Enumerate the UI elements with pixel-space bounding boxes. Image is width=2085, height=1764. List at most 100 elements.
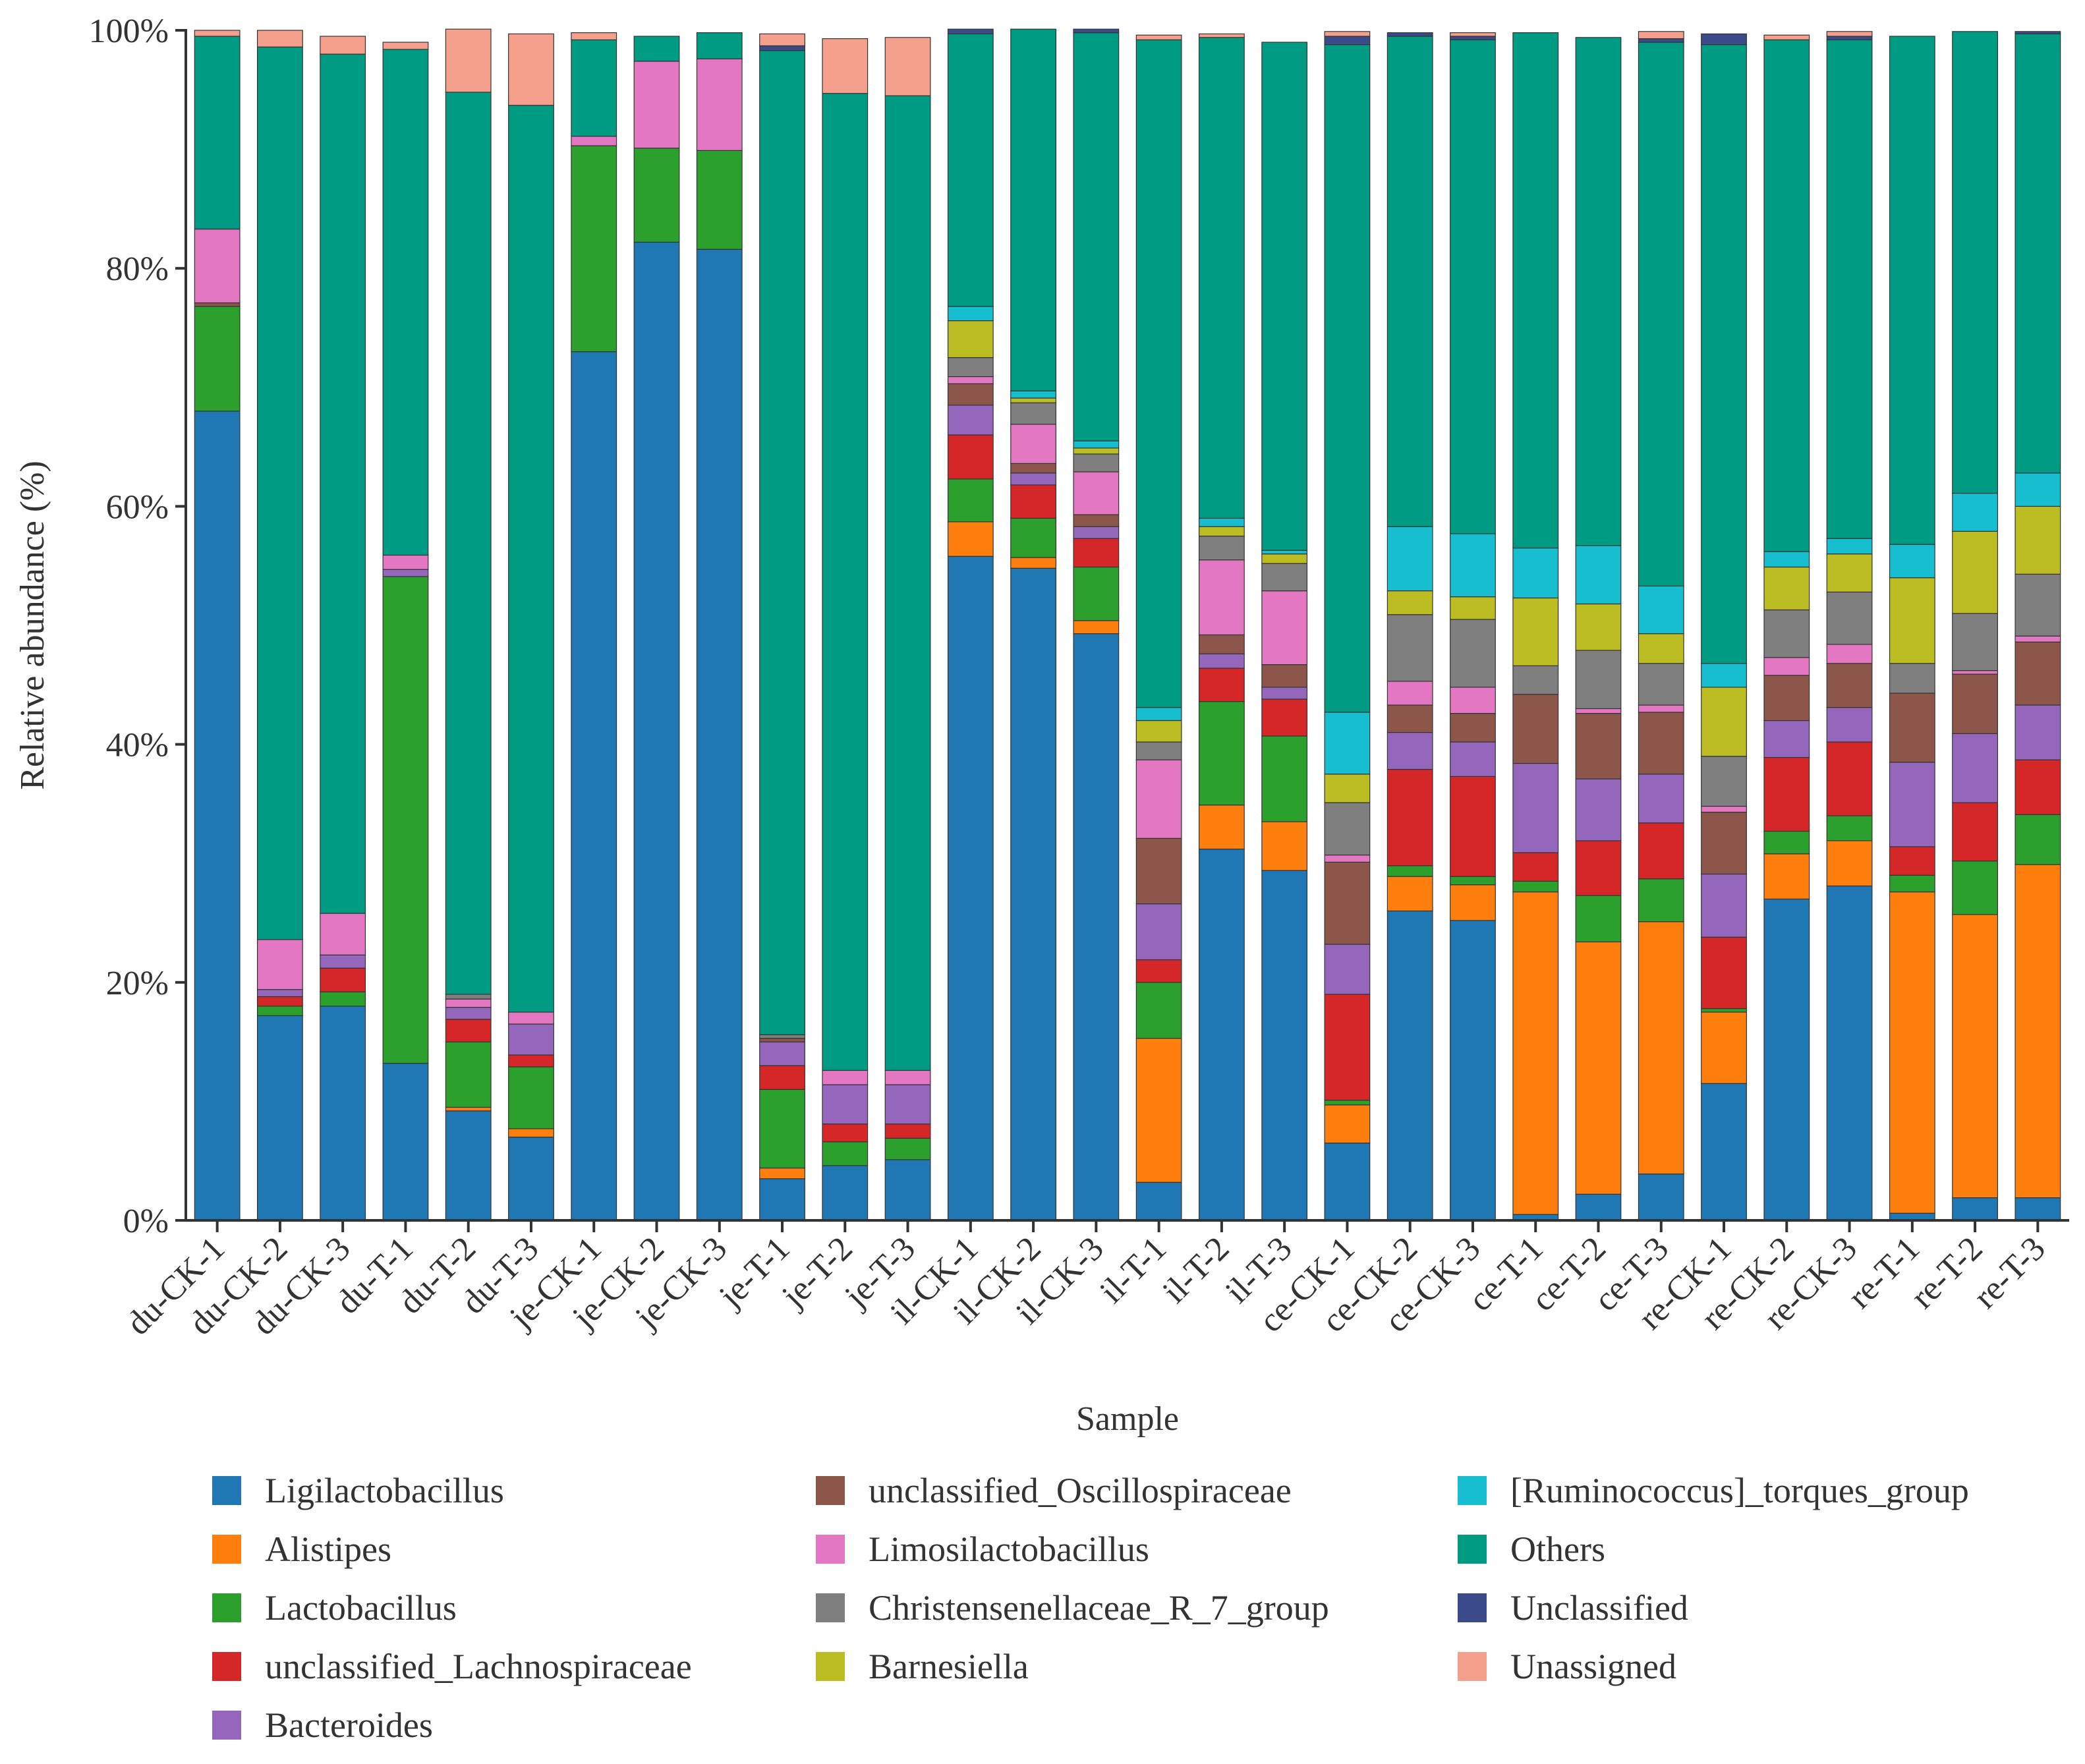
legend-item: unclassified_Lachnospiraceae (212, 1647, 692, 1686)
bar-stack-je-CK-3 (696, 32, 743, 1221)
bar-stack-je-T-2 (822, 38, 869, 1221)
bar-segment (1826, 31, 1873, 37)
bar-segment (759, 1178, 805, 1221)
legend-item: Unclassified (1458, 1588, 1688, 1628)
bar-segment (1575, 37, 1622, 546)
bar-stack-du-CK-1 (194, 30, 241, 1221)
bar-segment (1261, 735, 1308, 822)
bar-segment (1889, 762, 1935, 847)
bar-segment (1198, 700, 1245, 806)
legend-swatch (1458, 1593, 1487, 1622)
bar-segment (1952, 914, 1998, 1199)
y-tick-label: 0% (123, 1203, 169, 1240)
legend-item: unclassified_Oscillospiraceae (816, 1471, 1292, 1510)
bar-segment (884, 95, 931, 1071)
bar-stack-je-CK-2 (633, 36, 680, 1221)
bar-segment (1010, 472, 1056, 486)
bar-segment (1952, 733, 1998, 803)
bar-segment (1450, 741, 1496, 777)
bar-segment (1826, 39, 1873, 539)
bar-segment (1010, 424, 1056, 464)
bar-segment (571, 32, 617, 41)
bar-segment (1512, 665, 1559, 695)
bar-segment (1826, 741, 1873, 816)
bar-segment (1763, 720, 1810, 758)
bar-segment (1010, 28, 1056, 391)
legend-label: unclassified_Oscillospiraceae (869, 1471, 1292, 1510)
bar-segment (1198, 37, 1245, 519)
bar-segment (1073, 28, 1120, 34)
bar-segment (1889, 663, 1935, 694)
x-tick-label: re-T-2 (1904, 1230, 1990, 1316)
bar-segment (2014, 814, 2061, 865)
bar-segment (1198, 634, 1245, 654)
bar-segment (947, 306, 994, 322)
bar-segment (1763, 675, 1810, 722)
x-tick-labels: du-CK-1du-CK-2du-CK-3du-T-1du-T-2du-T-3j… (119, 1230, 2053, 1342)
bar-segment (508, 1011, 554, 1025)
legend-label: Bacteroides (265, 1705, 433, 1745)
bar-stack-ce-CK-1 (1324, 31, 1371, 1221)
bar-segment (759, 33, 805, 47)
legend-swatch (1458, 1476, 1487, 1505)
bar-segment (1073, 32, 1120, 441)
bar-segment (1073, 514, 1120, 527)
bar-segment (1638, 921, 1684, 1175)
bar-segment (1135, 903, 1182, 961)
bar-stack-re-T-3 (2014, 31, 2061, 1221)
bar-segment (320, 967, 366, 992)
bar-segment (1135, 720, 1182, 743)
bar-stack-du-CK-2 (257, 30, 303, 1221)
bars-group (194, 28, 2061, 1221)
bar-segment (633, 148, 680, 243)
bar-segment (1073, 447, 1120, 455)
bar-segment (1638, 1173, 1684, 1221)
y-tick-label: 100% (89, 13, 169, 50)
bar-segment (1386, 590, 1433, 615)
bar-stack-il-CK-3 (1073, 28, 1120, 1221)
bar-segment (1386, 32, 1433, 37)
legend-item: Alistipes (212, 1529, 391, 1569)
bar-segment (1701, 756, 1747, 807)
bar-segment (508, 1054, 554, 1067)
legend-item: Ligilactobacillus (212, 1471, 504, 1510)
bar-segment (1261, 870, 1308, 1221)
legend-swatch (816, 1535, 845, 1564)
bar-segment (1638, 633, 1684, 664)
bar-stack-du-T-2 (445, 28, 492, 1221)
bar-segment (1826, 840, 1873, 887)
y-tick-label: 40% (106, 727, 169, 764)
bar-segment (257, 939, 303, 990)
legend-label: unclassified_Lachnospiraceae (265, 1647, 692, 1686)
bar-segment (1073, 526, 1120, 539)
bar-segment (382, 49, 429, 556)
bar-segment (1010, 484, 1056, 519)
bar-segment (1763, 566, 1810, 611)
bar-segment (1261, 698, 1308, 737)
bar-segment (1763, 34, 1810, 41)
bar-stack-il-T-3 (1261, 42, 1308, 1221)
bar-segment (1701, 687, 1747, 757)
bar-segment (947, 478, 994, 523)
bar-segment (1261, 821, 1308, 871)
bar-segment (1826, 815, 1873, 841)
bar-segment (1073, 566, 1120, 621)
bar-segment (1450, 36, 1496, 41)
bar-segment (1575, 895, 1622, 942)
bar-segment (2014, 641, 2061, 706)
bar-stack-il-CK-1 (947, 28, 994, 1221)
bar-segment (1386, 526, 1433, 592)
bar-segment (1261, 590, 1308, 666)
bar-segment (1386, 910, 1433, 1221)
bar-segment (759, 1065, 805, 1090)
bar-segment (1386, 704, 1433, 733)
bar-segment (1701, 44, 1747, 664)
bar-segment (947, 521, 994, 557)
bar-segment (1952, 492, 1998, 532)
bar-segment (320, 53, 366, 914)
bar-segment (1512, 852, 1559, 882)
bar-segment (1512, 880, 1559, 893)
legend-label: Unassigned (1510, 1647, 1676, 1686)
bar-segment (508, 1128, 554, 1138)
bar-segment (571, 136, 617, 146)
